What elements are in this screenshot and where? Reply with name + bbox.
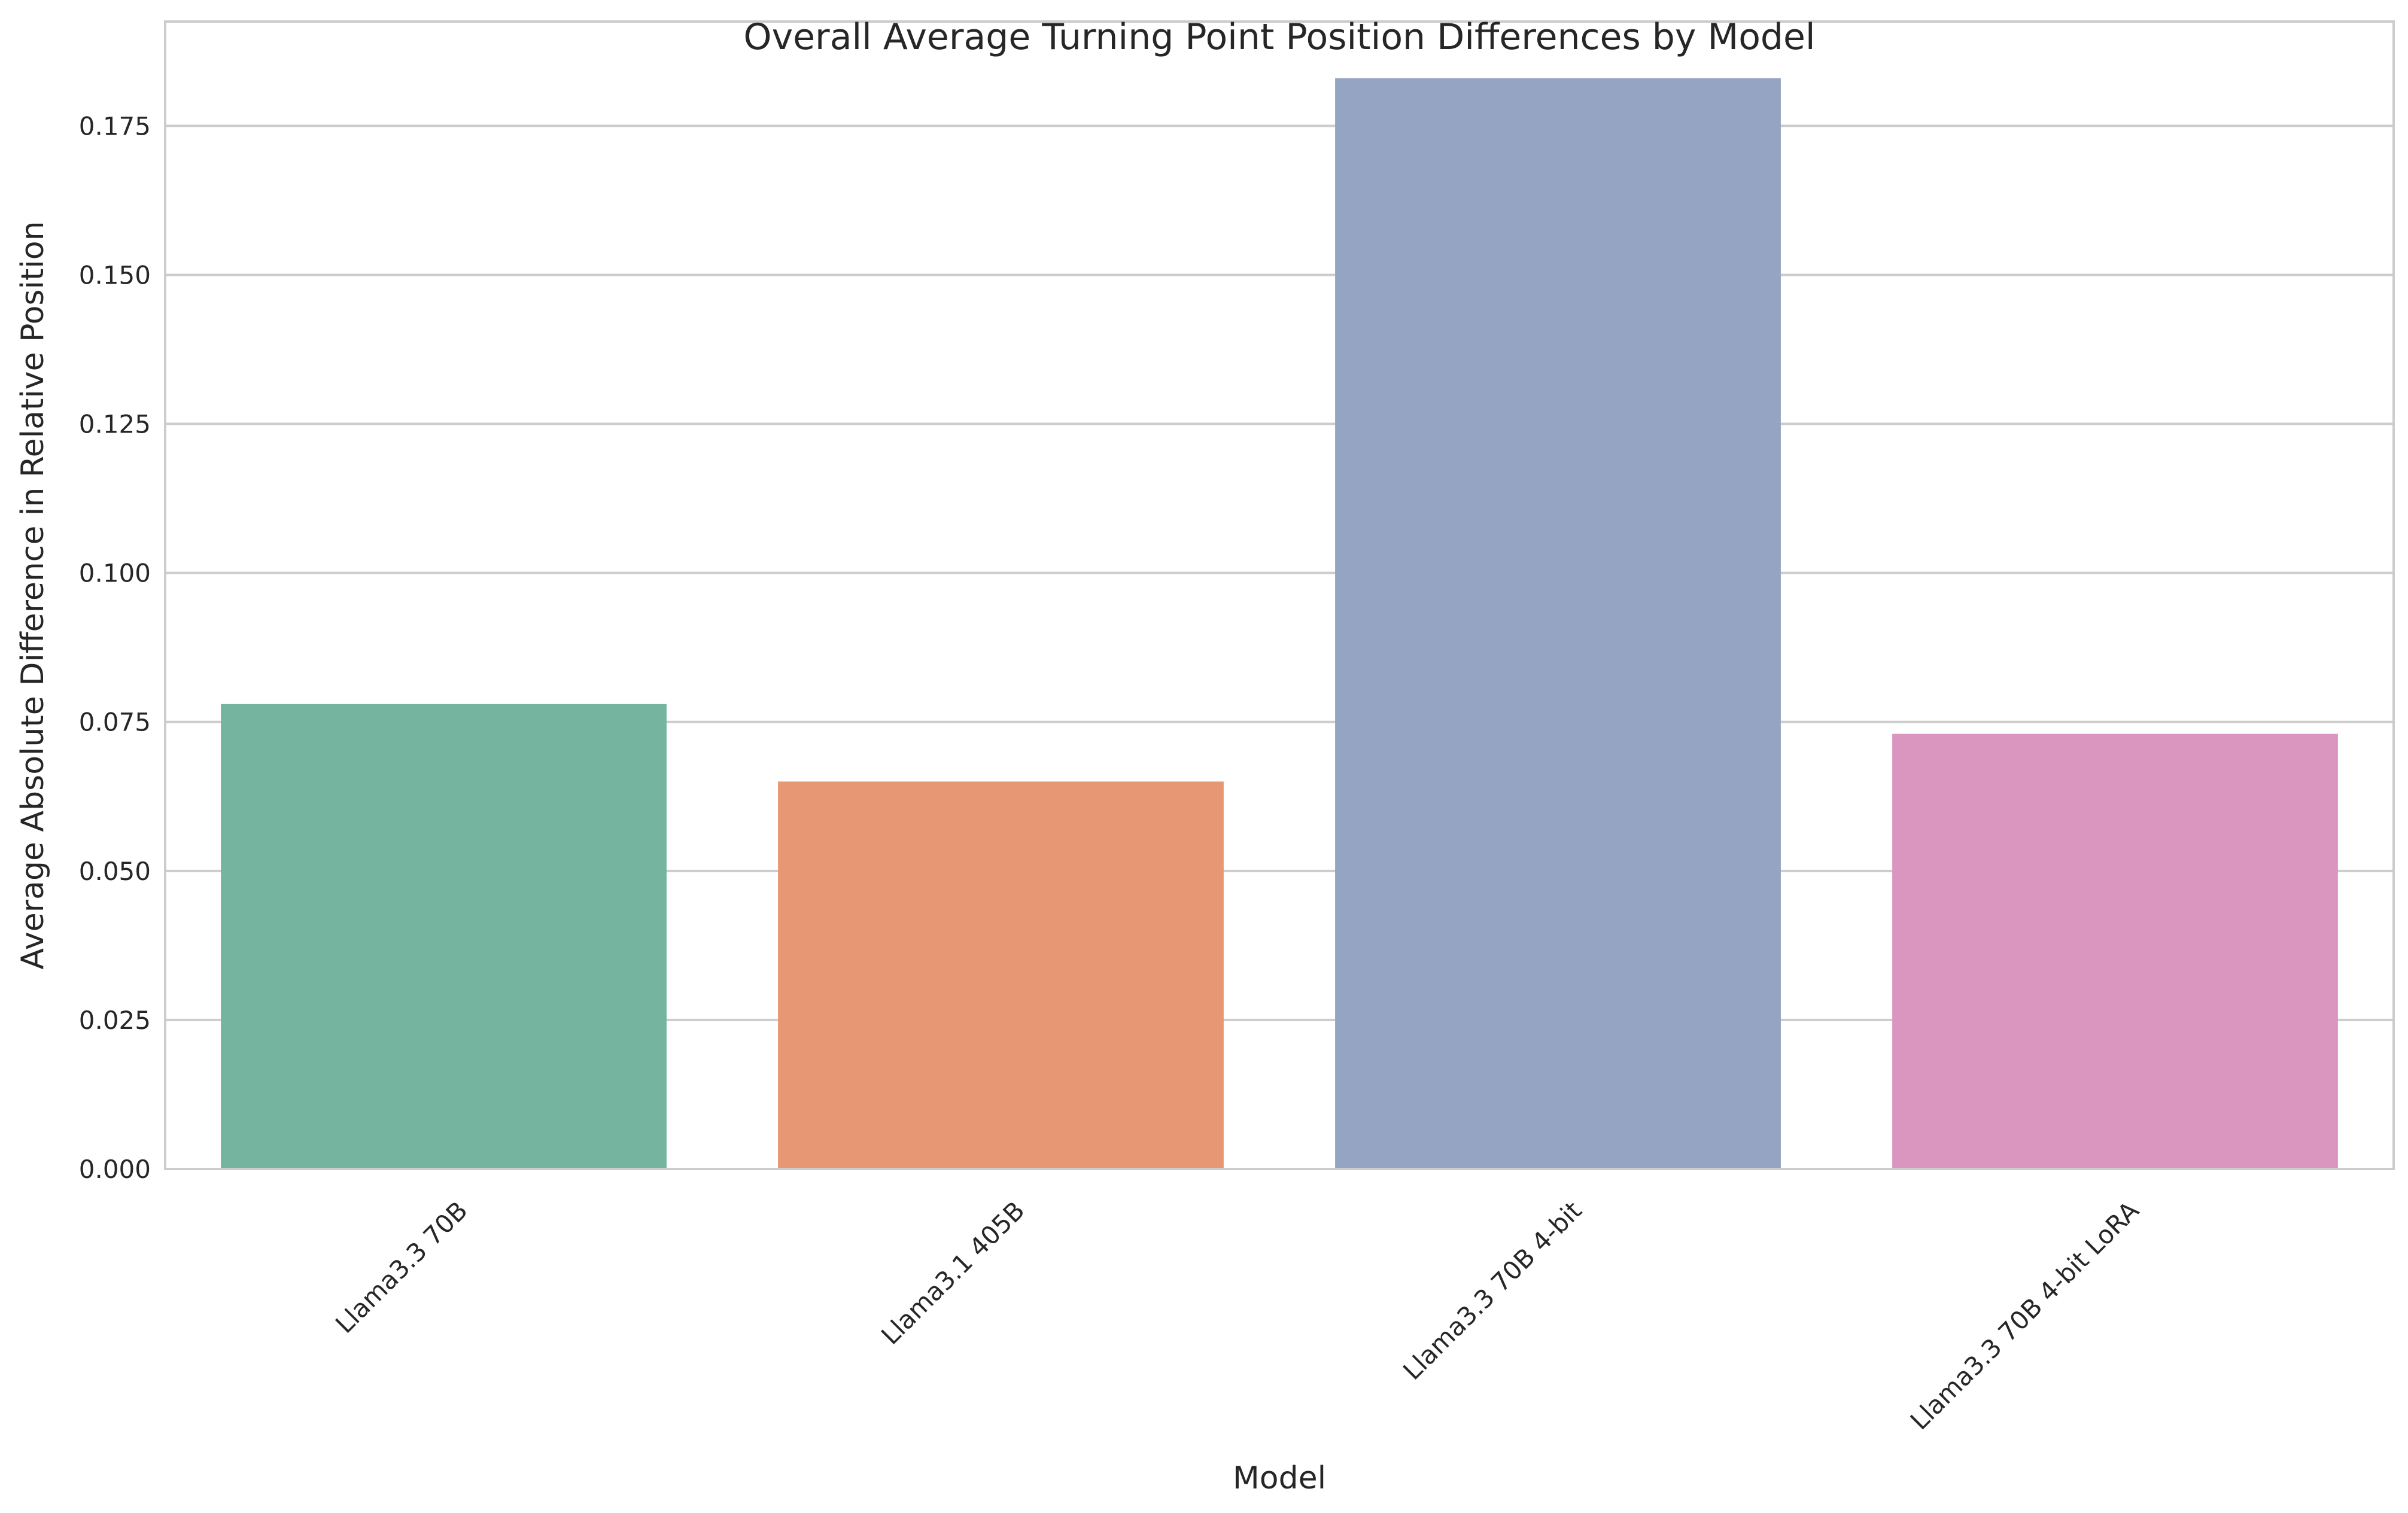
y-tick-label: 0.075 bbox=[79, 708, 151, 737]
y-tick-label: 0.125 bbox=[79, 410, 151, 439]
x-tick-label: Llama3.3 70B bbox=[330, 1195, 473, 1339]
x-tick-labels: Llama3.3 70B Llama3.1 405B Llama3.3 70B 4-… bbox=[330, 1195, 2145, 1435]
y-tick-label: 0.175 bbox=[79, 111, 151, 141]
y-tick-label: 0.150 bbox=[79, 260, 151, 290]
bars bbox=[221, 78, 2338, 1169]
x-tick-label: Llama3.3 70B 4-bit bbox=[1397, 1195, 1587, 1385]
y-tick-label: 0.000 bbox=[79, 1155, 151, 1184]
bar bbox=[1335, 78, 1781, 1169]
x-tick-label: Llama3.3 70B 4-bit LoRA bbox=[1905, 1195, 2145, 1435]
y-tick-labels: 0.000 0.025 0.050 0.075 0.100 0.125 0.150 0.175 bbox=[79, 111, 151, 1184]
x-axis-label: Model bbox=[1233, 1460, 1326, 1496]
bar bbox=[778, 781, 1224, 1169]
y-tick-label: 0.100 bbox=[79, 559, 151, 588]
y-tick-label: 0.025 bbox=[79, 1006, 151, 1035]
y-tick-label: 0.050 bbox=[79, 857, 151, 886]
bar bbox=[221, 704, 667, 1169]
bar bbox=[1892, 733, 2338, 1169]
y-axis-label: Average Absolute Difference in Relative … bbox=[15, 221, 51, 969]
plot-frame bbox=[164, 20, 2395, 1170]
x-tick-label: Llama3.1 405B bbox=[875, 1195, 1030, 1350]
chart-title: Overall Average Turning Point Position D… bbox=[743, 16, 1815, 58]
